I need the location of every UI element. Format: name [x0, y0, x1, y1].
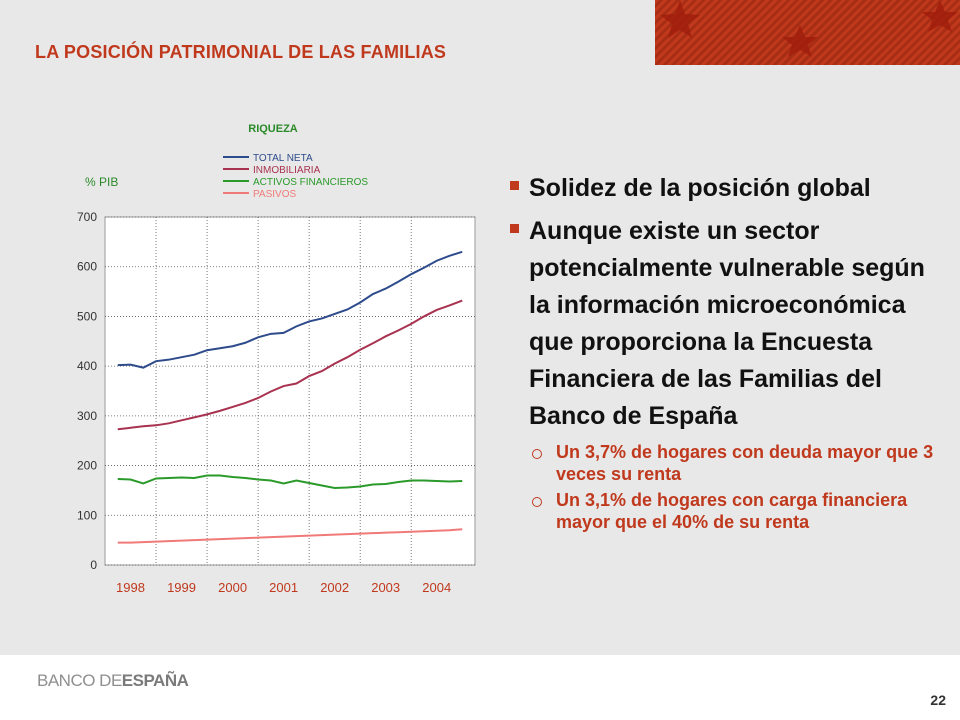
wealth-chart: 0 100 200 300 400 500 600 700 1998 1999 2000 2001 20… [77, 123, 476, 595]
y-axis-label: % PIB [85, 175, 118, 189]
series-line [117, 250, 463, 369]
y-tick-label: 200 [77, 459, 97, 473]
y-tick-label: 300 [77, 409, 97, 423]
x-tick-label: 2001 [269, 580, 298, 595]
x-tick-label: 2003 [371, 580, 400, 595]
bullet-circle-icon [532, 497, 542, 507]
bullet-circle-icon [532, 449, 542, 459]
logo-text-part2: ESPAÑA [121, 671, 189, 690]
x-tick-label: 2004 [422, 580, 451, 595]
legend-label: INMOBILIARIA [253, 165, 321, 176]
series-line [117, 528, 463, 544]
sub-bullet-item: Un 3,1% de hogares con carga financiera … [532, 489, 935, 533]
y-tick-label: 0 [90, 558, 97, 572]
series-line [117, 474, 463, 489]
y-tick-label: 100 [77, 508, 97, 522]
page-title: LA POSICIÓN PATRIMONIAL DE LAS FAMILIAS [35, 42, 447, 62]
bullet-item: Aunque existe un sector potencialmente v… [510, 213, 935, 435]
x-tick-label: 1999 [167, 580, 196, 595]
sub-bullet-item: Un 3,7% de hogares con deuda mayor que 3… [532, 441, 935, 485]
legend-label: TOTAL NETA [253, 153, 313, 164]
legend-label: ACTIVOS FINANCIEROS [253, 177, 368, 188]
bullet-list: Solidez de la posición global Aunque exi… [510, 170, 935, 533]
x-tick-label: 2000 [218, 580, 247, 595]
y-tick-label: 400 [77, 359, 97, 373]
sub-bullet-text: Un 3,1% de hogares con carga financiera … [556, 490, 908, 532]
plot-area [104, 216, 476, 566]
series-line [117, 299, 463, 431]
x-tick-label: 1998 [116, 580, 145, 595]
logo-text-part1: BANCO DE [37, 671, 122, 690]
header-decoration [655, 0, 960, 65]
bullet-item: Solidez de la posición global [510, 170, 935, 207]
bullet-square-icon [510, 224, 519, 233]
bullet-text: Solidez de la posición global [529, 174, 871, 202]
legend-label: PASIVOS [253, 189, 296, 200]
bank-logo: BANCO DEESPAÑA [37, 671, 189, 691]
page-number: 22 [930, 692, 946, 708]
bullet-square-icon [510, 181, 519, 190]
y-tick-label: 600 [77, 260, 97, 274]
x-tick-label: 2002 [320, 580, 349, 595]
chart-title: RIQUEZA [248, 123, 298, 135]
bullet-text: Aunque existe un sector potencialmente v… [529, 217, 925, 430]
sub-bullet-text: Un 3,7% de hogares con deuda mayor que 3… [556, 442, 934, 484]
decorative-stars [660, 0, 958, 57]
y-tick-label: 700 [77, 210, 97, 224]
y-tick-label: 500 [77, 309, 97, 323]
